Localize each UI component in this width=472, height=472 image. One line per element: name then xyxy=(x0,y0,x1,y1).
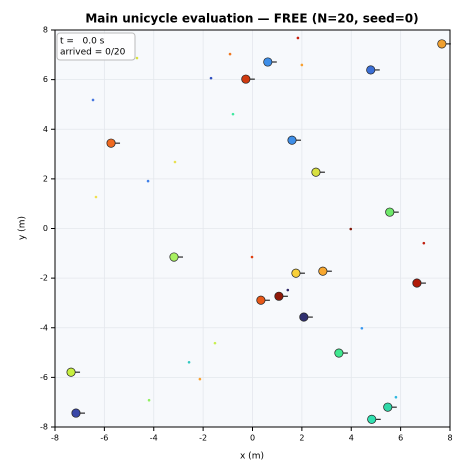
goal-point xyxy=(198,377,202,381)
goal-point xyxy=(349,227,353,231)
agent-point xyxy=(318,266,328,276)
goal-point xyxy=(147,398,151,402)
chart-title: Main unicycle evaluation — FREE (N=20, s… xyxy=(85,12,418,26)
agent-point xyxy=(263,57,273,67)
goal-point xyxy=(135,56,139,60)
agent-point xyxy=(299,312,309,322)
goal-point xyxy=(187,360,191,364)
y-tick-label: -8 xyxy=(40,423,48,432)
annotation: arrived = 0/20 xyxy=(60,48,126,58)
goal-point xyxy=(213,341,217,345)
goal-point xyxy=(146,179,150,183)
goal-point xyxy=(360,326,364,330)
y-tick-label: 4 xyxy=(43,125,48,134)
agent-point xyxy=(169,252,179,262)
agent-point xyxy=(367,414,377,424)
agent-point xyxy=(287,135,297,145)
marks xyxy=(66,36,451,424)
goal-point xyxy=(173,160,177,164)
x-tick-label: -6 xyxy=(100,434,108,443)
agent-point xyxy=(311,167,321,177)
goal-point xyxy=(422,241,426,245)
plot-frame xyxy=(54,29,451,428)
x-tick-label: 6 xyxy=(398,434,403,443)
y-tick-label: -2 xyxy=(40,274,48,283)
goal-point xyxy=(300,63,304,67)
agent-point xyxy=(334,348,344,358)
goal-point xyxy=(94,195,98,199)
x-tick-label: 4 xyxy=(349,434,354,443)
agent-point xyxy=(412,278,422,288)
x-tick-label: 8 xyxy=(447,434,452,443)
x-tick-label: -8 xyxy=(51,434,59,443)
y-tick-label: 0 xyxy=(43,224,48,233)
y-tick-label: -4 xyxy=(40,323,48,332)
annotation: t = 0.0 s xyxy=(60,37,105,47)
y-tick-label: 8 xyxy=(43,26,48,35)
goal-point xyxy=(209,76,213,80)
x-tick-label: 0 xyxy=(250,434,255,443)
x-axis-label: x (m) xyxy=(240,452,264,462)
y-tick-label: 2 xyxy=(43,174,48,183)
goal-point xyxy=(91,98,95,102)
agent-point xyxy=(71,408,81,418)
agent-point xyxy=(291,268,301,278)
goal-point xyxy=(250,255,254,259)
agent-point xyxy=(66,367,76,377)
agent-point xyxy=(241,74,251,84)
y-tick-label: 6 xyxy=(43,75,48,84)
goal-point xyxy=(286,288,290,292)
goal-point xyxy=(394,395,398,399)
goal-point xyxy=(228,52,232,56)
y-axis-label: y (m) xyxy=(18,216,28,240)
agent-point xyxy=(274,291,284,301)
goal-point xyxy=(231,112,235,116)
annotation-box xyxy=(56,32,136,61)
y-tick-label: -6 xyxy=(40,373,48,382)
x-tick-label: -4 xyxy=(150,434,158,443)
agent-point xyxy=(385,207,395,217)
goal-point xyxy=(296,36,300,40)
agent-point xyxy=(366,65,376,75)
x-tick-label: -2 xyxy=(199,434,207,443)
agent-point xyxy=(256,295,266,305)
x-tick-label: 2 xyxy=(299,434,304,443)
agent-point xyxy=(106,138,116,148)
agent-point xyxy=(437,39,447,49)
agent-point xyxy=(383,402,393,412)
